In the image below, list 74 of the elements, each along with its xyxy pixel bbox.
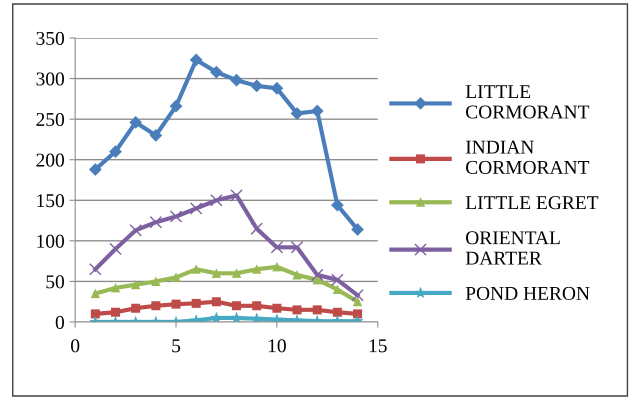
- point: [109, 242, 122, 256]
- point: [272, 262, 282, 272]
- point: [351, 288, 364, 302]
- point: [312, 305, 322, 314]
- point: [230, 74, 243, 86]
- point: [129, 116, 142, 129]
- point: [210, 312, 222, 322]
- y-tick-label: 0: [56, 316, 64, 329]
- point: [90, 289, 100, 298]
- point: [232, 268, 242, 278]
- point: [129, 224, 142, 237]
- legend-label: INDIAN CORMORANT: [466, 140, 590, 174]
- point: [150, 129, 162, 142]
- point: [131, 304, 140, 313]
- y-tick-label: 50: [46, 275, 64, 288]
- point: [212, 268, 221, 278]
- y-tick-label: 150: [37, 194, 64, 208]
- point: [252, 264, 262, 274]
- point: [290, 107, 304, 120]
- x-tick-label: 10: [268, 339, 286, 352]
- x-tick-label: 0: [71, 339, 80, 352]
- point: [192, 264, 201, 274]
- point: [170, 210, 182, 223]
- point: [210, 194, 223, 207]
- legend-label: ORIENTAL DARTER: [466, 231, 560, 265]
- y-tick-label: 350: [36, 32, 64, 45]
- x-tick-label: 15: [370, 339, 387, 352]
- point: [190, 54, 202, 66]
- point: [292, 270, 302, 280]
- point: [90, 309, 100, 318]
- point: [170, 100, 182, 112]
- y-tick-label: 100: [37, 234, 64, 248]
- y-tick-label: 200: [36, 154, 64, 167]
- y-tick-label: 250: [36, 112, 64, 126]
- point: [190, 202, 202, 215]
- point: [353, 297, 362, 306]
- point: [110, 283, 120, 292]
- point: [151, 276, 160, 286]
- point: [351, 223, 364, 236]
- point: [250, 80, 263, 92]
- point: [310, 104, 324, 118]
- point: [172, 272, 181, 282]
- y-tick-label: 300: [36, 72, 64, 86]
- point: [292, 305, 302, 314]
- point: [89, 263, 102, 276]
- point: [270, 241, 284, 254]
- point: [232, 301, 242, 310]
- point: [109, 145, 122, 158]
- x-tick-label: 5: [172, 339, 180, 352]
- point: [151, 301, 160, 310]
- point: [192, 298, 201, 308]
- legend-label: LITTLE EGRET: [466, 196, 598, 210]
- point: [89, 163, 102, 176]
- point: [110, 308, 120, 317]
- point: [210, 66, 223, 78]
- legend-label: LITTLE CORMORANT: [466, 85, 590, 119]
- point: [172, 300, 181, 309]
- point: [272, 304, 282, 313]
- point: [230, 189, 243, 202]
- point: [250, 222, 263, 235]
- point: [353, 309, 362, 318]
- point: [131, 280, 140, 290]
- point: [290, 241, 304, 254]
- point: [270, 82, 284, 95]
- point: [331, 274, 344, 286]
- point: [331, 198, 344, 212]
- legend-label: POND HERON: [466, 286, 590, 300]
- point: [310, 268, 324, 282]
- point: [230, 312, 242, 322]
- point: [150, 216, 162, 228]
- point: [212, 297, 221, 306]
- point: [252, 301, 262, 310]
- point: [332, 308, 342, 317]
- point: [251, 312, 262, 322]
